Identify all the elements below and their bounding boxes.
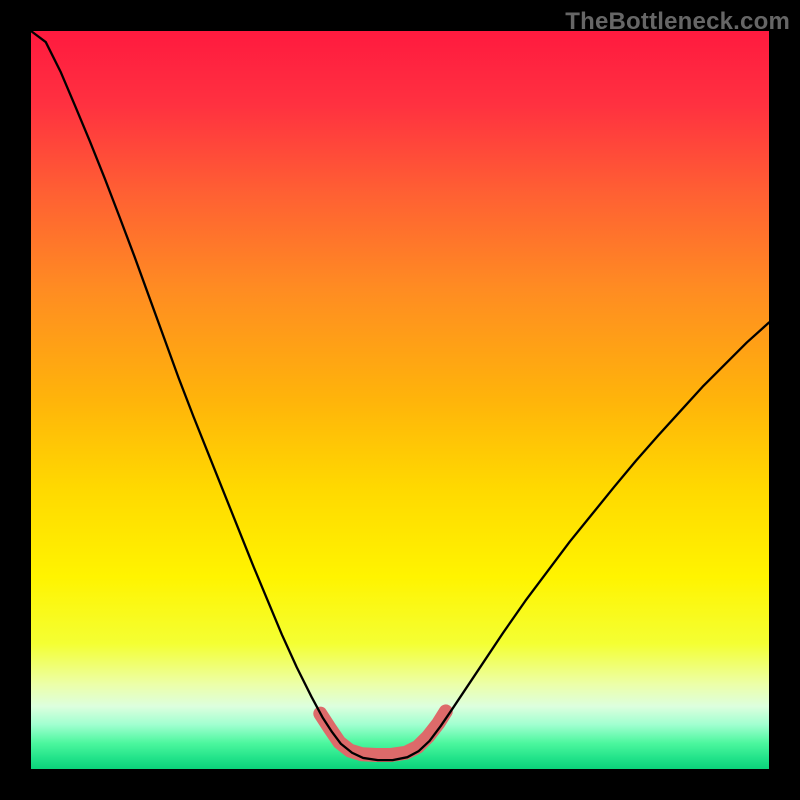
- plot-svg: [0, 0, 800, 800]
- watermark-text: TheBottleneck.com: [565, 8, 790, 36]
- chart-root: TheBottleneck.com: [0, 0, 800, 800]
- gradient-background: [31, 31, 769, 769]
